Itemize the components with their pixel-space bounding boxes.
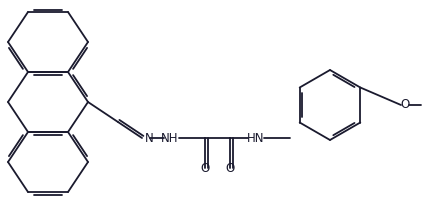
Text: O: O [200,161,210,175]
Text: O: O [225,161,235,175]
Text: NH: NH [161,131,179,145]
Text: N: N [145,131,154,145]
Text: O: O [401,99,409,111]
Text: HN: HN [247,131,265,145]
